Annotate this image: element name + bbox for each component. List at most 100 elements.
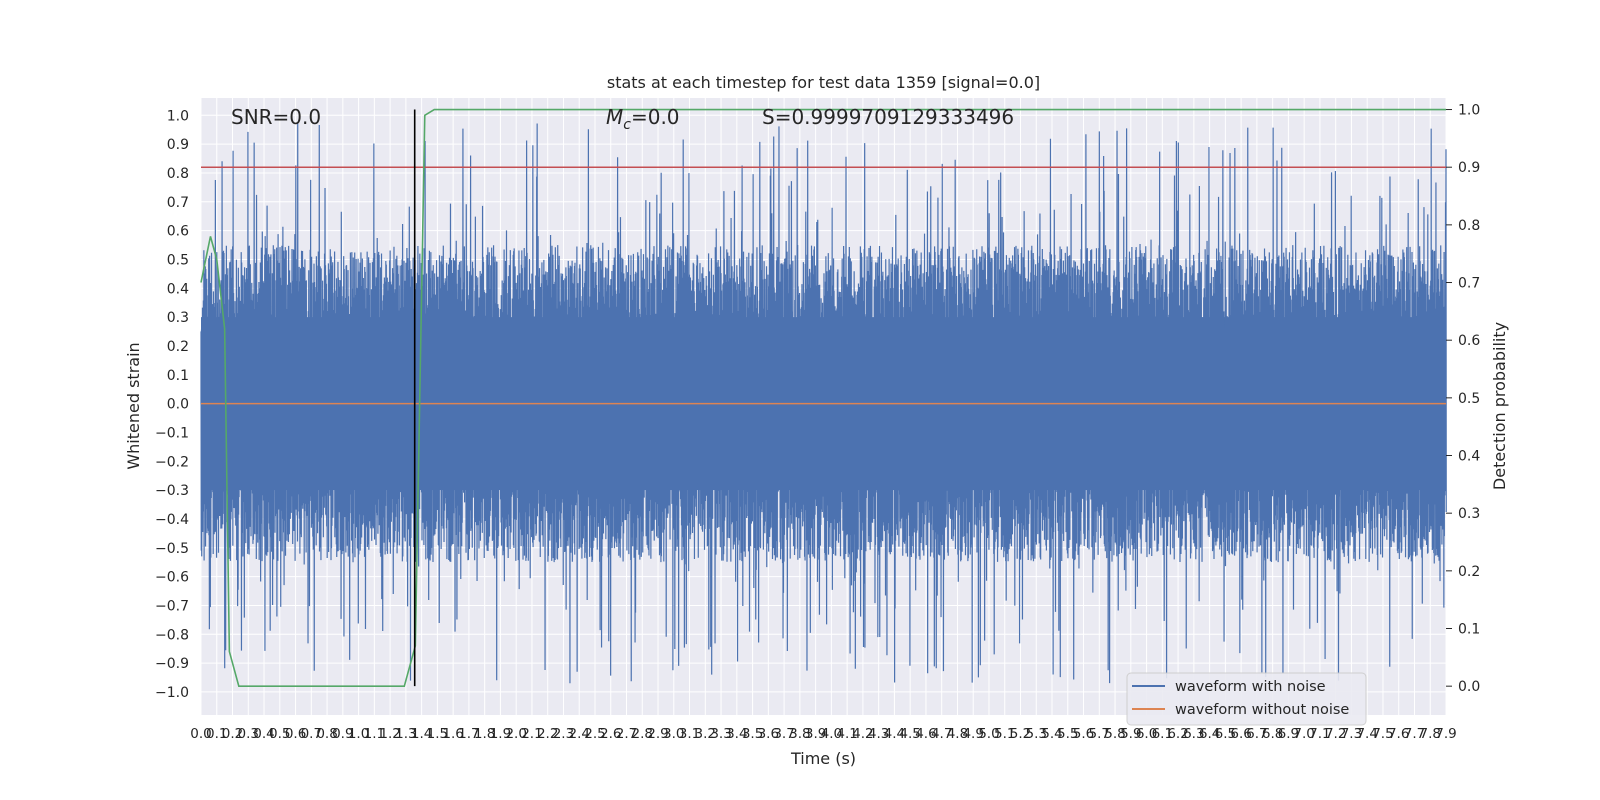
x-tick-13: 1.3 [395,726,416,742]
x-tick-57: 5.7 [1089,726,1110,742]
x-tick-3: 0.3 [238,726,259,742]
x-tick-78: 7.8 [1419,726,1440,742]
x-tick-7: 0.7 [301,726,322,742]
x-tick-37: 3.7 [773,726,794,742]
x-tick-63: 6.3 [1183,726,1204,742]
x-tick-20: 2.0 [505,726,526,742]
x-tick-36: 3.6 [758,726,779,742]
x-tick-65: 6.5 [1215,726,1236,742]
x-tick-77: 7.7 [1404,726,1425,742]
x-tick-30: 3.0 [663,726,684,742]
x-tick-75: 7.5 [1372,726,1393,742]
x-tick-25: 2.5 [584,726,605,742]
y-tick-right-8: 0.8 [1458,218,1480,234]
noise-trace [200,123,1447,684]
y-tick-left-5: −0.5 [155,541,189,557]
y-tick-left-14: 0.4 [167,281,189,297]
x-tick-33: 3.3 [710,726,731,742]
y-tick-left-9: −0.1 [155,425,189,441]
x-tick-32: 3.2 [695,726,716,742]
x-axis-label: Time (s) [790,749,856,768]
legend-label-clean: waveform without noise [1175,702,1349,718]
annotation-snr: SNR=0.0 [231,105,321,129]
series-lines [200,108,1446,687]
y-tick-right-0: 0.0 [1458,679,1480,695]
x-tick-74: 7.4 [1356,726,1377,742]
x-tick-22: 2.2 [537,726,558,742]
x-tick-19: 1.9 [490,726,511,742]
y-tick-left-12: 0.2 [167,339,189,355]
x-tick-71: 7.1 [1309,726,1330,742]
x-tick-66: 6.6 [1230,726,1251,742]
y-tick-left-13: 0.3 [167,310,189,326]
chart-title: stats at each timestep for test data 135… [607,73,1040,92]
series-detection-probability [200,108,1446,687]
x-tick-12: 1.2 [379,726,400,742]
x-tick-2: 0.2 [222,726,243,742]
x-tick-16: 1.6 [442,726,463,742]
y-axis-label-right: Detection probability [1490,322,1509,490]
y-tick-right-1: 0.1 [1458,622,1480,638]
y-tick-right-5: 0.5 [1458,391,1480,407]
x-tick-31: 3.1 [679,726,700,742]
x-tick-50: 5.0 [978,726,999,742]
x-tick-35: 3.5 [742,726,763,742]
x-tick-48: 4.8 [947,726,968,742]
y-tick-left-4: −0.6 [155,570,189,586]
y-tick-left-20: 1.0 [167,108,189,124]
y-tick-left-17: 0.7 [167,195,189,211]
y-tick-left-7: −0.3 [155,483,189,499]
x-tick-18: 1.8 [474,726,495,742]
x-tick-34: 3.4 [726,726,747,742]
x-tick-62: 6.2 [1167,726,1188,742]
y-tick-left-3: −0.7 [155,598,189,614]
x-tick-21: 2.1 [521,726,542,742]
x-tick-27: 2.7 [616,726,637,742]
y-tick-left-15: 0.5 [167,252,189,268]
x-tick-64: 6.4 [1199,726,1220,742]
x-tick-43: 4.3 [868,726,889,742]
x-tick-41: 4.1 [836,726,857,742]
x-tick-60: 6.0 [1136,726,1157,742]
y-tick-left-2: −0.8 [155,627,189,643]
x-tick-24: 2.4 [568,726,589,742]
annotation-s: S=0.9999709129333496 [762,105,1014,129]
x-tick-61: 6.1 [1152,726,1173,742]
x-tick-53: 5.3 [1026,726,1047,742]
x-tick-17: 1.7 [458,726,479,742]
legend-label-noise: waveform with noise [1175,679,1326,695]
x-tick-28: 2.8 [632,726,653,742]
x-tick-0: 0.0 [190,726,211,742]
y-tick-left-19: 0.9 [167,137,189,153]
x-tick-58: 5.8 [1104,726,1125,742]
x-tick-9: 0.9 [332,726,353,742]
y-tick-right-7: 0.7 [1458,276,1480,292]
x-tick-4: 0.4 [253,726,274,742]
x-tick-10: 1.0 [348,726,369,742]
x-tick-72: 7.2 [1325,726,1346,742]
annotation-mc-value: =0.0 [631,105,680,129]
x-tick-1: 0.1 [206,726,227,742]
x-tick-45: 4.5 [899,726,920,742]
y-tick-left-10: 0.0 [167,397,189,413]
x-tick-29: 2.9 [647,726,668,742]
x-tick-42: 4.2 [852,726,873,742]
x-tick-23: 2.3 [553,726,574,742]
y-axis-right-ticks: 0.0 0.1 0.2 0.3 0.4 0.5 0.6 0.7 0.8 0.9 1.0 [1446,103,1480,695]
annotation-mc: Mc=0.0 [606,105,680,133]
y-axis-label-left: Whitened strain [124,342,143,469]
x-tick-11: 1.1 [364,726,385,742]
x-tick-79: 7.9 [1435,726,1456,742]
x-tick-49: 4.9 [962,726,983,742]
x-tick-52: 5.2 [1010,726,1031,742]
y-tick-right-6: 0.6 [1458,333,1480,349]
y-tick-left-11: 0.1 [167,368,189,384]
x-tick-55: 5.5 [1057,726,1078,742]
x-tick-70: 7.0 [1293,726,1314,742]
y-tick-left-0: −1.0 [155,685,189,701]
x-tick-47: 4.7 [931,726,952,742]
x-tick-67: 6.7 [1246,726,1267,742]
x-tick-68: 6.8 [1262,726,1283,742]
legend-box [1126,672,1367,726]
